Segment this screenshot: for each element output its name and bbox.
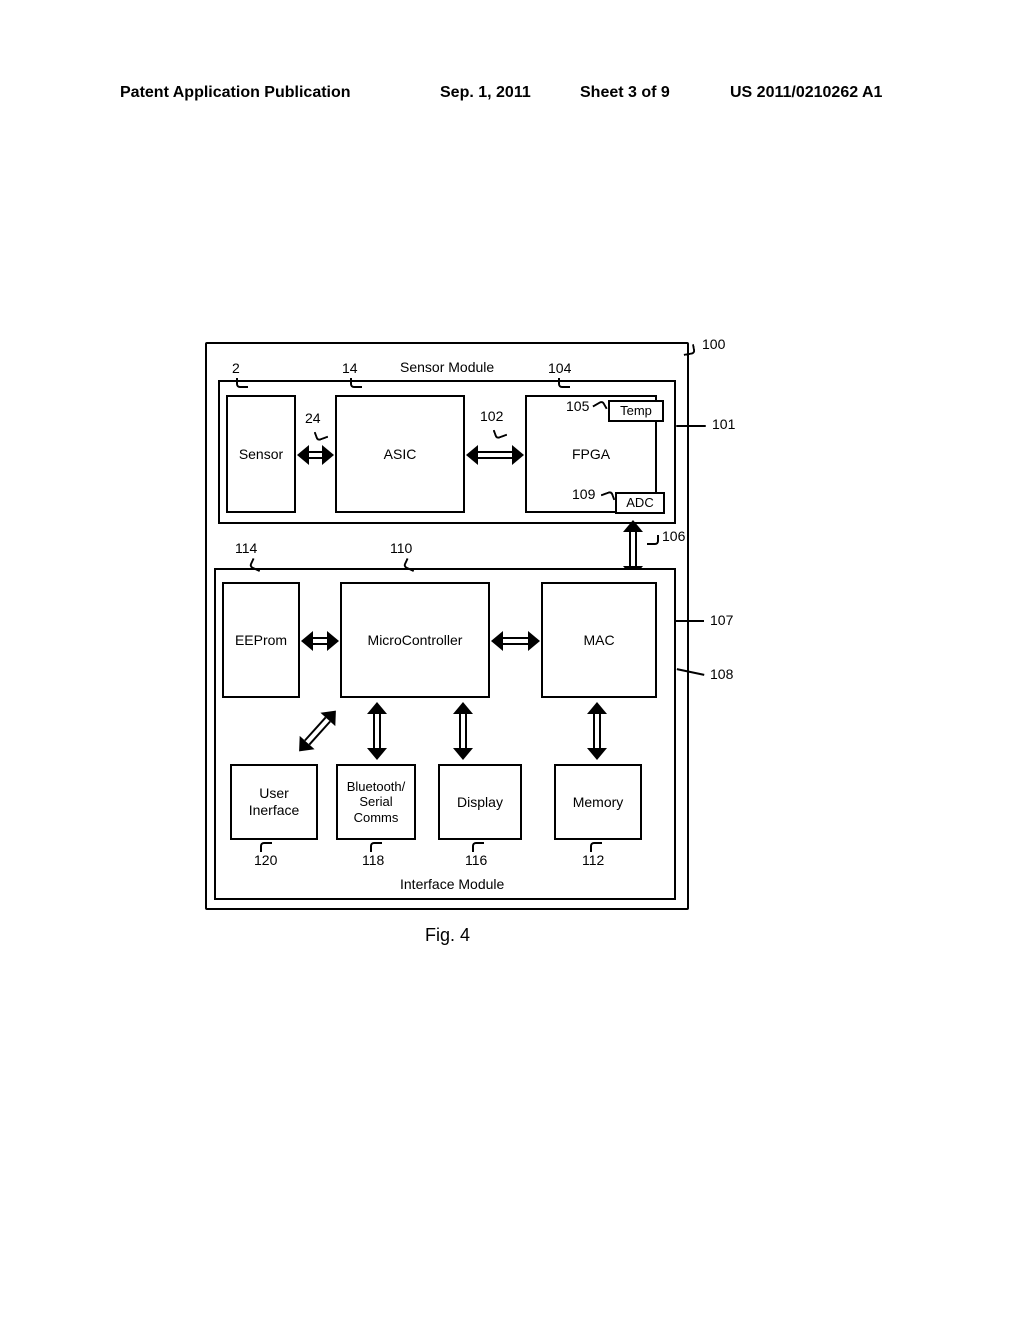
hook-14 (350, 378, 362, 388)
ref-24: 24 (305, 410, 321, 426)
leader-107 (676, 620, 704, 622)
ref-110: 110 (390, 540, 412, 556)
arrow-micro-mac (491, 630, 540, 652)
ref-108: 108 (710, 666, 733, 682)
ref-112: 112 (582, 852, 604, 868)
ref-107: 107 (710, 612, 733, 628)
ref-102: 102 (480, 408, 503, 424)
block-bt-label: Bluetooth/ Serial Comms (347, 779, 406, 826)
hook-120 (260, 842, 272, 852)
hook-104 (558, 378, 570, 388)
block-fpga-label: FPGA (572, 446, 610, 463)
arrow-micro-bt (366, 702, 388, 760)
ref-118: 118 (362, 852, 384, 868)
block-memory-label: Memory (573, 794, 624, 811)
block-microcontroller-label: MicroController (368, 632, 463, 649)
block-eeprom: EEProm (222, 582, 300, 698)
block-memory: Memory (554, 764, 642, 840)
hdr-pubno: US 2011/0210262 A1 (730, 84, 882, 102)
block-mac: MAC (541, 582, 657, 698)
interface-module-title: Interface Module (400, 876, 504, 892)
ref-109: 109 (572, 486, 595, 502)
ref-105: 105 (566, 398, 589, 414)
block-asic: ASIC (335, 395, 465, 513)
block-temp-label: Temp (620, 403, 652, 419)
block-display: Display (438, 764, 522, 840)
ref-101: 101 (712, 416, 735, 432)
block-eeprom-label: EEProm (235, 632, 287, 649)
hook-2 (236, 378, 248, 388)
block-temp: Temp (608, 400, 664, 422)
arrow-micro-display (452, 702, 474, 760)
block-microcontroller: MicroController (340, 582, 490, 698)
block-userif: User Inerface (230, 764, 318, 840)
block-asic-label: ASIC (384, 446, 417, 463)
hook-118 (370, 842, 382, 852)
ref-100: 100 (702, 336, 725, 352)
ref-2: 2 (232, 360, 240, 376)
block-adc: ADC (615, 492, 665, 514)
ref-106: 106 (662, 528, 685, 544)
hdr-date: Sep. 1, 2011 (440, 84, 531, 102)
hook-100 (682, 344, 696, 356)
block-bt: Bluetooth/ Serial Comms (336, 764, 416, 840)
hook-116 (472, 842, 484, 852)
block-sensor: Sensor (226, 395, 296, 513)
ref-104: 104 (548, 360, 571, 376)
arrow-sensor-asic (297, 444, 334, 466)
arrow-eeprom-micro (301, 630, 339, 652)
figure-caption: Fig. 4 (425, 925, 470, 946)
hdr-pub: Patent Application Publication (120, 84, 351, 102)
hook-106 (647, 535, 659, 545)
block-sensor-label: Sensor (239, 446, 283, 463)
sensor-module-title: Sensor Module (400, 359, 494, 375)
leader-101 (676, 425, 706, 427)
ref-116: 116 (465, 852, 487, 868)
block-userif-label: User Inerface (249, 785, 300, 819)
arrow-mac-memory (586, 702, 608, 760)
block-display-label: Display (457, 794, 503, 811)
block-adc-label: ADC (626, 495, 653, 511)
ref-14: 14 (342, 360, 358, 376)
hook-112 (590, 842, 602, 852)
ref-114: 114 (235, 540, 257, 556)
hdr-sheet: Sheet 3 of 9 (580, 84, 670, 102)
block-mac-label: MAC (583, 632, 614, 649)
arrow-asic-fpga (466, 444, 524, 466)
ref-120: 120 (254, 852, 277, 868)
